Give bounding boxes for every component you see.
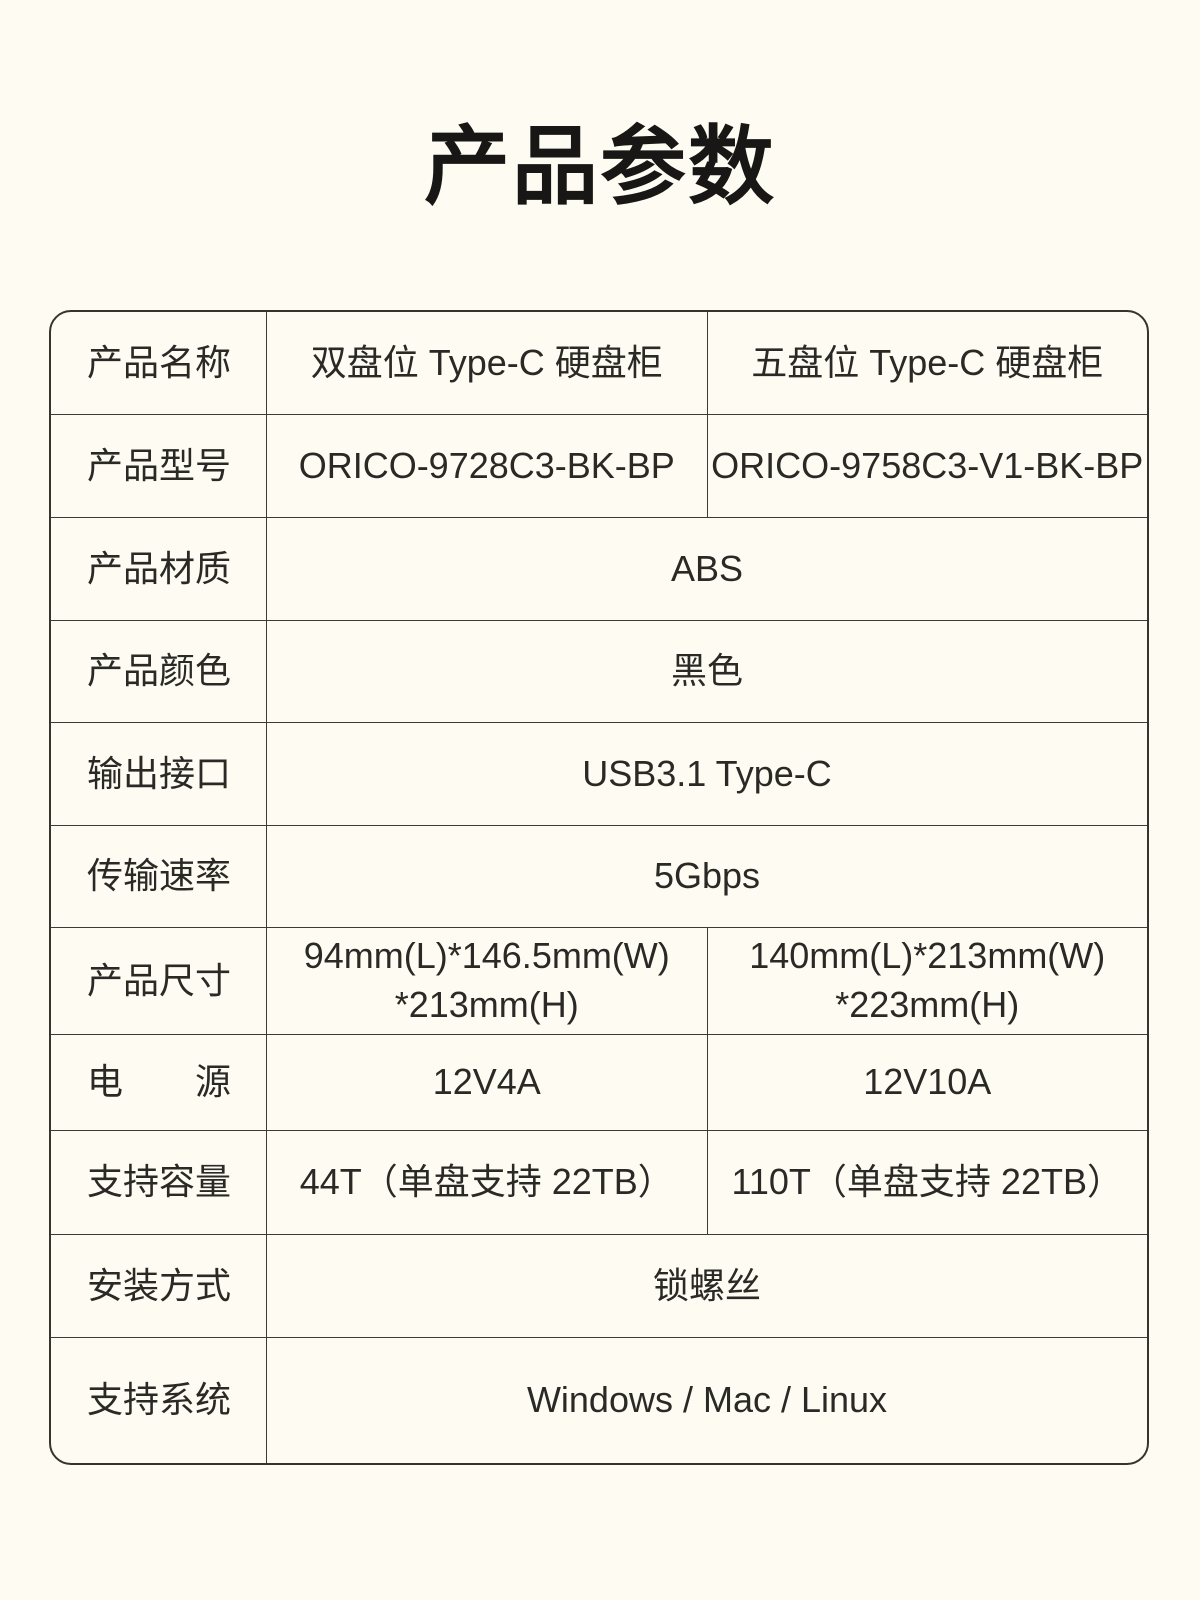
row-label: 传输速率 xyxy=(51,826,267,927)
table-row-transfer-rate: 传输速率 5Gbps xyxy=(51,825,1147,927)
row-label-text: 支持系统 xyxy=(87,1379,232,1421)
row-label-text: 产品尺寸 xyxy=(87,959,232,1001)
cell-value-right: 五盘位 Type-C 硬盘柜 xyxy=(708,312,1148,414)
row-label: 产品颜色 xyxy=(51,621,267,722)
cell-value-text: ABS xyxy=(670,547,744,589)
cell-value-text: 12V4A xyxy=(432,1061,541,1103)
row-label: 产品材质 xyxy=(51,518,267,620)
cell-value-text: 44T（单盘支持 22TB） xyxy=(299,1161,674,1203)
cell-value-text: 12V10A xyxy=(863,1061,992,1103)
cell-value-span: USB3.1 Type-C xyxy=(267,723,1147,825)
cell-value-right: 140mm(L)*213mm(W) *223mm(H) xyxy=(708,928,1148,1034)
row-label: 输出接口 xyxy=(51,723,267,825)
cell-value-text: 94mm(L)*146.5mm(W) *213mm(H) xyxy=(303,935,670,1025)
cell-value-text: Windows / Mac / Linux xyxy=(526,1379,888,1421)
row-label-text: 产品型号 xyxy=(87,444,232,486)
cell-value-text: 140mm(L)*213mm(W) *223mm(H) xyxy=(749,935,1106,1025)
cell-value-text: 锁螺丝 xyxy=(652,1264,761,1306)
cell-value-text: ORICO-9758C3-V1-BK-BP xyxy=(711,444,1144,486)
cell-value-right: 110T（单盘支持 22TB） xyxy=(708,1131,1148,1234)
spec-table: 产品名称 双盘位 Type-C 硬盘柜 五盘位 Type-C 硬盘柜 产品型号 … xyxy=(49,310,1149,1465)
cell-value-left: 94mm(L)*146.5mm(W) *213mm(H) xyxy=(267,928,708,1034)
page-title: 产品参数 xyxy=(424,119,776,215)
cell-value-right: 12V10A xyxy=(708,1035,1148,1130)
row-label: 支持容量 xyxy=(51,1131,267,1234)
cell-value-left: 12V4A xyxy=(267,1035,708,1130)
row-label-text: 安装方式 xyxy=(87,1264,232,1306)
row-label: 安装方式 xyxy=(51,1235,267,1337)
cell-value-text: 110T（单盘支持 22TB） xyxy=(731,1161,1123,1203)
cell-value-span: Windows / Mac / Linux xyxy=(267,1338,1147,1463)
row-label-text: 支持容量 xyxy=(87,1161,232,1203)
row-label-text: 电 源 xyxy=(87,1061,232,1103)
row-label: 支持系统 xyxy=(51,1338,267,1463)
row-label-text: 产品颜色 xyxy=(87,650,232,692)
row-label-text: 输出接口 xyxy=(87,752,232,794)
cell-value-span: ABS xyxy=(267,518,1147,620)
cell-value-text: USB3.1 Type-C xyxy=(582,752,832,794)
cell-value-right: ORICO-9758C3-V1-BK-BP xyxy=(708,415,1148,517)
cell-value-span: 黑色 xyxy=(267,621,1147,722)
row-label-text: 产品材质 xyxy=(87,547,232,589)
table-row-dimensions: 产品尺寸 94mm(L)*146.5mm(W) *213mm(H) 140mm(… xyxy=(51,927,1147,1034)
cell-value-text: 黑色 xyxy=(670,650,743,692)
row-label: 产品尺寸 xyxy=(51,928,267,1034)
row-label: 产品型号 xyxy=(51,415,267,517)
cell-value-text: 双盘位 Type-C 硬盘柜 xyxy=(310,341,663,383)
row-label-text: 传输速率 xyxy=(87,855,232,897)
cell-value-left: 44T（单盘支持 22TB） xyxy=(267,1131,708,1234)
table-row-material: 产品材质 ABS xyxy=(51,517,1147,620)
row-label: 产品名称 xyxy=(51,312,267,414)
table-row-product-name: 产品名称 双盘位 Type-C 硬盘柜 五盘位 Type-C 硬盘柜 xyxy=(51,312,1147,414)
row-label: 电 源 xyxy=(51,1035,267,1130)
table-row-installation: 安装方式 锁螺丝 xyxy=(51,1234,1147,1337)
table-row-product-model: 产品型号 ORICO-9728C3-BK-BP ORICO-9758C3-V1-… xyxy=(51,414,1147,517)
cell-value-left: ORICO-9728C3-BK-BP xyxy=(267,415,708,517)
table-row-power: 电 源 12V4A 12V10A xyxy=(51,1034,1147,1130)
cell-value-span: 5Gbps xyxy=(267,826,1147,927)
cell-value-text: ORICO-9728C3-BK-BP xyxy=(298,444,675,486)
cell-value-span: 锁螺丝 xyxy=(267,1235,1147,1337)
cell-value-text: 5Gbps xyxy=(653,855,761,897)
row-label-text: 产品名称 xyxy=(87,341,232,383)
table-row-output-interface: 输出接口 USB3.1 Type-C xyxy=(51,722,1147,825)
table-row-supported-systems: 支持系统 Windows / Mac / Linux xyxy=(51,1337,1147,1463)
cell-value-left: 双盘位 Type-C 硬盘柜 xyxy=(267,312,708,414)
cell-value-text: 五盘位 Type-C 硬盘柜 xyxy=(751,341,1104,383)
table-row-capacity: 支持容量 44T（单盘支持 22TB） 110T（单盘支持 22TB） xyxy=(51,1130,1147,1234)
table-row-color: 产品颜色 黑色 xyxy=(51,620,1147,722)
